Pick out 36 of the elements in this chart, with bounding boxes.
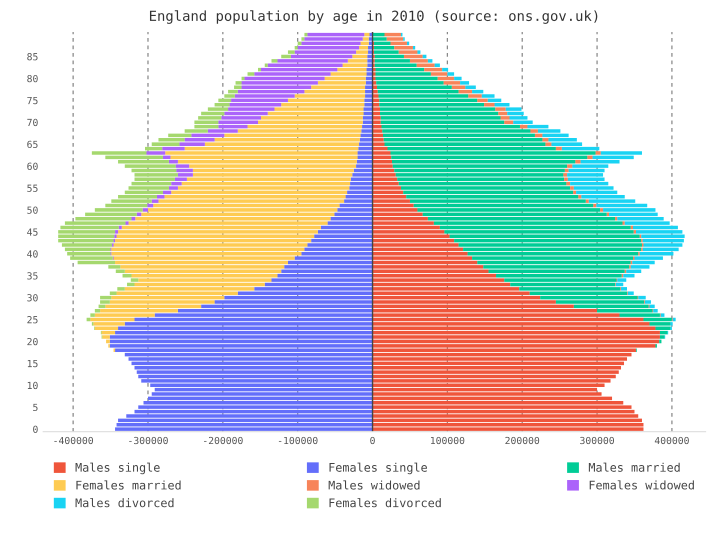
- y-tick-label: 80: [27, 74, 38, 82]
- x-tick-label: 0: [370, 436, 375, 444]
- x-tick-label: 400000: [654, 436, 689, 444]
- y-tick-label: 55: [27, 184, 38, 192]
- x-tick-label: 300000: [580, 436, 614, 444]
- y-tick-label: 30: [27, 294, 38, 302]
- legend-label: Males married: [588, 462, 680, 472]
- y-tick-label: 65: [27, 140, 38, 148]
- legend-label: Females single: [330, 462, 427, 474]
- y-tick-label: 20: [27, 338, 38, 346]
- y-tick-label: 10: [28, 382, 38, 390]
- y-tick-label: 35: [27, 272, 38, 280]
- y-tick-label: 40: [27, 250, 38, 258]
- y-tick-label: 45: [27, 228, 38, 236]
- x-tick-label: -100000: [278, 436, 318, 444]
- x-tick-label: -400000: [54, 436, 93, 444]
- legend-label: Males divorced: [76, 498, 174, 508]
- x-tick-label: 100000: [430, 436, 464, 444]
- y-tick-label: 60: [27, 162, 38, 170]
- x-tick-label: -200000: [204, 436, 243, 444]
- y-tick-label: 5: [33, 404, 38, 412]
- y-tick-label: 15: [28, 360, 38, 368]
- x-tick-label: -300000: [129, 436, 168, 444]
- y-tick-label: 50: [27, 206, 38, 214]
- y-tick-label: 70: [27, 118, 38, 126]
- legend-label: Females married: [76, 480, 181, 490]
- legend-label: Males widowed: [328, 480, 420, 490]
- y-tick-label: 0: [33, 426, 38, 433]
- legend-label: Females widowed: [590, 480, 694, 490]
- legend-label: Males single: [76, 462, 160, 474]
- y-tick-label: 75: [27, 96, 38, 104]
- legend-label: Females divorced: [330, 498, 441, 508]
- x-tick-label: 200000: [505, 436, 540, 444]
- y-tick-label: 25: [27, 316, 38, 324]
- y-tick-label: 85: [27, 53, 38, 60]
- chart-title: England population by age in 2010 (source: ons.gov.uk): [150, 10, 598, 24]
